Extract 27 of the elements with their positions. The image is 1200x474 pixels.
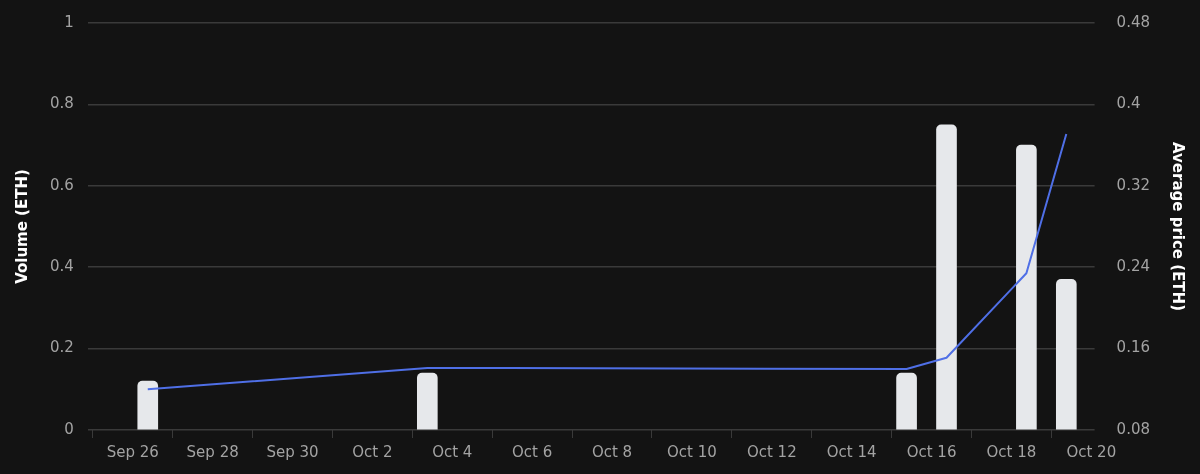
x-tick-label: Oct 20 [1066, 442, 1117, 461]
y-tick-label: 1 [64, 12, 74, 31]
x-tick-label: Oct 10 [667, 442, 717, 461]
y-tick-label: 0.4 [50, 257, 74, 276]
y-tick-label: 0.6 [50, 175, 74, 194]
x-tick-label: Sep 28 [186, 442, 239, 461]
y2-tick-label: 0.32 [1116, 175, 1151, 194]
y2-tick-label: 0.48 [1116, 12, 1151, 31]
y2-tick-label: 0.16 [1116, 338, 1151, 357]
y-tick-label: 0.2 [50, 338, 74, 357]
x-tick-label: Oct 16 [906, 442, 957, 461]
y2-axis-title: Average price (ETH) [1169, 142, 1188, 311]
y2-tick-label: 0.4 [1116, 94, 1141, 113]
x-tick-label: Oct 6 [512, 442, 553, 461]
y-tick-label: 0.8 [50, 94, 74, 113]
x-tick-label: Sep 30 [266, 442, 319, 461]
x-tick-label: Oct 2 [352, 442, 393, 461]
x-tick-label: Oct 12 [746, 442, 797, 461]
x-tick-label: Oct 18 [986, 442, 1037, 461]
x-tick-label: Oct 14 [826, 442, 877, 461]
x-tick-label: Sep 26 [106, 442, 159, 461]
x-tick-label: Oct 8 [591, 442, 633, 461]
y2-tick-label: 0.08 [1116, 419, 1151, 438]
y2-tick-label: 0.24 [1116, 257, 1151, 276]
y-tick-label: 0 [64, 419, 74, 438]
y-axis-title: Volume (ETH) [12, 169, 31, 284]
x-tick-label: Oct 4 [432, 442, 473, 461]
